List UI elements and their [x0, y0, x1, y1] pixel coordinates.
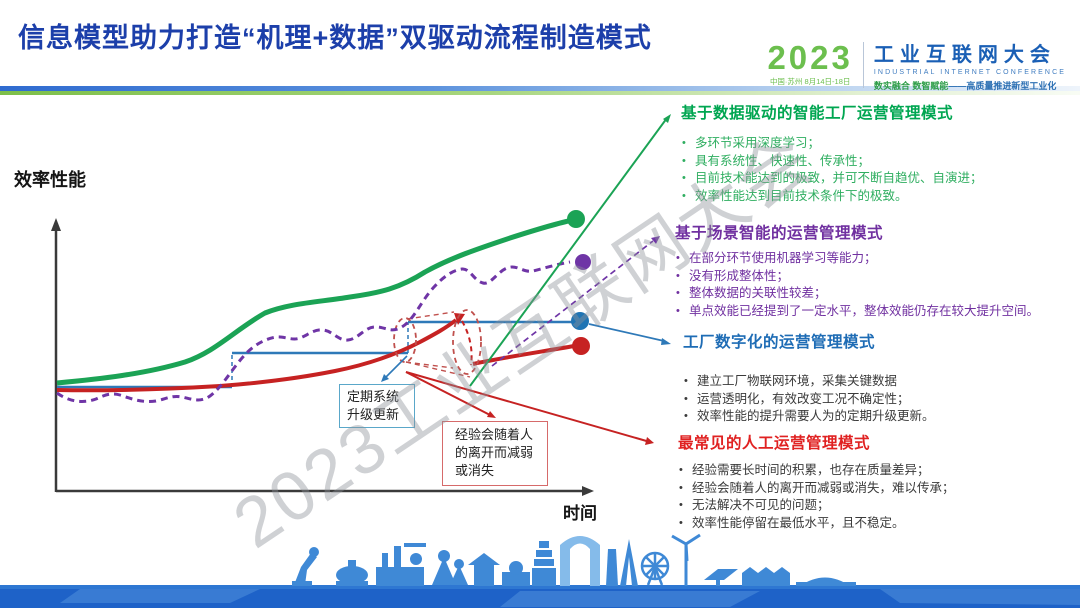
- callout-experience-fades: 经验会随着人的离开而减弱或消失: [442, 421, 548, 486]
- bullet: 无法解决不可见的问题；: [678, 497, 1080, 515]
- endpoint-dot-red: [572, 337, 590, 355]
- block-manual-ops-title: 最常见的人工运营管理模式: [678, 435, 871, 452]
- callout-periodic-upgrade: 定期系统升级更新: [339, 384, 415, 429]
- header-divider-blue: [0, 86, 1080, 91]
- logo-divider: [862, 42, 864, 88]
- bullet: 经验会随着人的离开而减弱或消失，难以传承；: [678, 480, 1080, 498]
- block-scene-ai-bullets: 在部分环节使用机器学习等能力； 没有形成整体性； 整体数据的关联性较差； 单点效…: [675, 250, 1079, 320]
- logo-tagline-blue: ——高质量推进新型工业化: [948, 81, 1057, 91]
- city-skyline: [0, 533, 1080, 608]
- series-data-driven-curve: [56, 217, 574, 386]
- conference-logo: 2023 中国·苏州 8月14日-18日 工业互联网大会 INDUSTRIAL …: [767, 38, 1066, 92]
- bullet: 在部分环节使用机器学习等能力；: [675, 250, 1079, 268]
- experience-decline-dashed: [461, 320, 473, 366]
- logo-name-cn: 工业互联网大会: [873, 44, 1056, 66]
- lattice-tower-icon: [620, 539, 638, 586]
- pagoda-icon: [539, 541, 549, 548]
- y-axis-label: 效率性能: [14, 170, 86, 190]
- block-scene-ai: 基于场景智能的运营管理模式 在部分环节使用机器学习等能力； 没有形成整体性； 整…: [675, 221, 1079, 320]
- header-divider-green: [0, 91, 1080, 95]
- bullet: 效率性能的提升需要人为的定期升级更新。: [683, 408, 1080, 426]
- wind-turbine-icon: [671, 533, 701, 586]
- bullet: 效率性能停留在最低水平，且不稳定。: [678, 515, 1080, 533]
- green-connector-arrow-icon: [663, 114, 671, 123]
- logo-year-block: 2023 中国·苏州 8月14日-18日: [767, 39, 853, 87]
- bullet: 建立工厂物联网环境，采集关键数据: [683, 373, 1080, 391]
- bullet: 目前技术能达到的极致，并可不断自趋优、自演进；: [681, 170, 1080, 188]
- block-scene-ai-title: 基于场景智能的运营管理模式: [675, 225, 884, 242]
- column-tower-icon: [606, 549, 618, 586]
- block-data-driven-title: 基于数据驱动的智能工厂运营管理模式: [681, 105, 954, 122]
- reset-highlight-ellipses: [393, 309, 482, 378]
- logo-year: 2023: [767, 39, 853, 76]
- bullet: 整体数据的关联性较差；: [675, 285, 1079, 303]
- water-band-edge: [0, 585, 1080, 589]
- bullet: 多环节采用深度学习；: [681, 135, 1080, 153]
- endpoint-dot-blue: [571, 312, 589, 330]
- y-axis-arrow-icon: [51, 218, 61, 231]
- blue-callout-arrow-icon: [381, 374, 389, 382]
- x-axis-label: 时间: [563, 504, 597, 523]
- skyline-shapes: [292, 533, 856, 586]
- axes: [51, 218, 594, 496]
- block-data-driven-bullets: 多环节采用深度学习； 具有系统性、快速性、传承性； 目前技术能达到的极致，并可不…: [681, 135, 1080, 205]
- sheds-icon: [742, 567, 790, 586]
- endpoint-dot-green: [567, 210, 585, 228]
- series-manual-curve: [56, 313, 575, 393]
- series-scene-ai-curve: [56, 260, 571, 403]
- red-connector-arrow-icon: [645, 437, 654, 445]
- water-highlights: [60, 589, 1080, 607]
- bullet: 效率性能达到目前技术条件下的极致。: [681, 188, 1080, 206]
- vessel-icon: [336, 566, 368, 584]
- blue-connector-arrow-icon: [661, 338, 671, 345]
- robot-arm-icon: [294, 553, 317, 585]
- x-axis-arrow-icon: [582, 486, 594, 496]
- logo-tagline-green: 数实融合 数智赋能: [873, 81, 949, 91]
- arch-landmark-icon: [560, 536, 600, 586]
- logo-tagline: 数实融合 数智赋能——高质量推进新型工业化: [874, 79, 1066, 92]
- bullet: 没有形成整体性；: [675, 268, 1079, 286]
- bullet: 具有系统性、快速性、传承性；: [681, 153, 1080, 171]
- purple-connector-arrow-icon: [651, 236, 660, 244]
- pavilion-icon: [468, 553, 500, 565]
- page-title: 信息模型助力打造“机理+数据”双驱动流程制造模式: [18, 23, 652, 53]
- red-callout-arrow-icon: [487, 411, 496, 418]
- logo-name-block: 工业互联网大会 INDUSTRIAL INTERNET CONFERENCE 数…: [874, 38, 1066, 92]
- factory-icon: [376, 567, 424, 586]
- endpoint-dot-purple: [575, 254, 591, 270]
- bullet: 单点效能已经提到了一定水平，整体效能仍存在较大提升空间。: [675, 303, 1079, 321]
- manual-curve-arrow-icon: [454, 313, 465, 325]
- block-data-driven: 基于数据驱动的智能工厂运营管理模式 多环节采用深度学习； 具有系统性、快速性、传…: [681, 101, 1080, 205]
- block-digital-factory: 工厂数字化的运营管理模式 建立工厂物联网环境，采集关键数据 运营透明化，有效改变…: [683, 330, 1080, 426]
- logo-venue: 中国·苏州 8月14日-18日: [769, 77, 851, 86]
- bullet: 经验需要长时间的积累，也存在质量差异；: [678, 462, 1080, 480]
- block-digital-factory-bullets: 建立工厂物联网环境，采集关键数据 运营透明化，有效改变工况不确定性； 效率性能的…: [683, 373, 1080, 426]
- block-manual-ops: 最常见的人工运营管理模式 经验需要长时间的积累，也存在质量差异； 经验会随着人的…: [678, 431, 1080, 532]
- water-band: [0, 585, 1080, 608]
- block-manual-ops-bullets: 经验需要长时间的积累，也存在质量差异； 经验会随着人的离开而减弱或消失，难以传承…: [678, 462, 1080, 532]
- headframe-icon: [432, 557, 456, 585]
- annotation-connectors: [381, 114, 671, 445]
- solar-panel-icon: [704, 569, 738, 580]
- ferris-wheel-icon: [640, 551, 670, 586]
- bullet: 运营透明化，有效改变工况不确定性；: [683, 391, 1080, 409]
- logo-name-en: INDUSTRIAL INTERNET CONFERENCE: [873, 69, 1066, 76]
- wall-icon: [502, 572, 530, 586]
- block-digital-factory-title: 工厂数字化的运营管理模式: [683, 334, 876, 351]
